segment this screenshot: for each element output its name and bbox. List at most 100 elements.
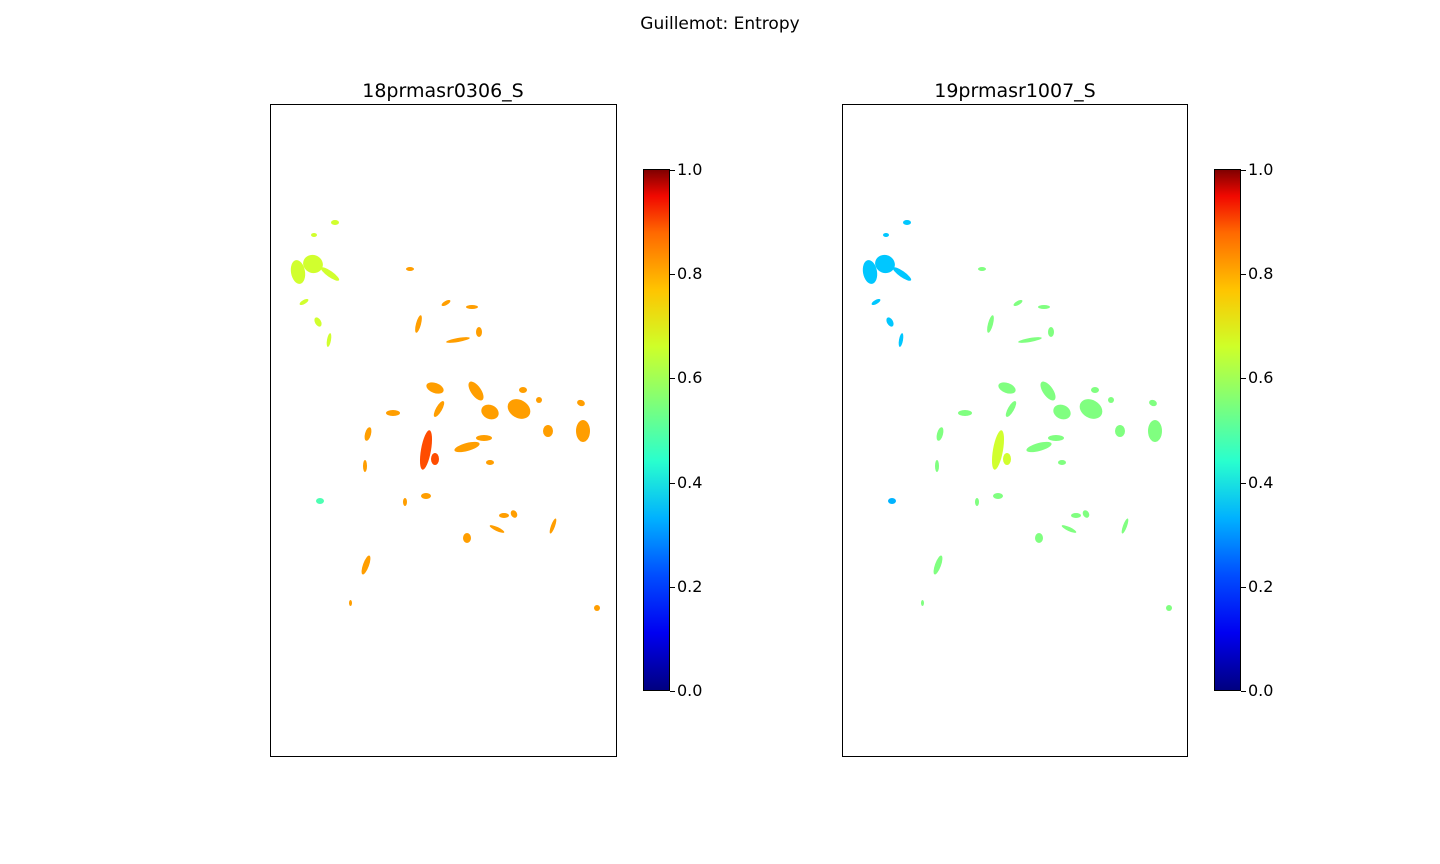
heatmap-patch — [486, 460, 494, 465]
heatmap-patch — [1166, 605, 1172, 611]
heatmap-patch — [577, 399, 585, 407]
heatmap-patch — [431, 453, 439, 465]
heatmap-patch — [499, 513, 509, 518]
heatmap-patch — [1079, 399, 1103, 419]
heatmap-axes-left — [270, 104, 617, 757]
heatmap-patch — [549, 518, 557, 534]
heatmap-patch — [993, 493, 1003, 499]
panel-title-left: 18prmasr0306_S — [362, 80, 524, 102]
colorbar-tick — [670, 691, 675, 692]
colorbar-tick-label: 0.0 — [1248, 681, 1274, 700]
colorbar-tick-label: 0.4 — [1248, 472, 1274, 492]
colorbar-tick-label: 0.8 — [1248, 264, 1274, 284]
heatmap-patch — [998, 382, 1016, 394]
heatmap-patch — [446, 337, 470, 343]
colorbar-tick-label: 0.8 — [677, 264, 703, 284]
heatmap-patch — [1115, 425, 1125, 437]
colorbar-tick-label: 0.0 — [677, 681, 703, 700]
heatmap-patch — [991, 430, 1005, 470]
colorbar-tick — [670, 482, 675, 484]
colorbar-tick-label: 1.0 — [1248, 160, 1274, 179]
colorbar-right — [1214, 169, 1241, 691]
heatmap-patch — [888, 498, 896, 504]
heatmap-patch — [1013, 299, 1023, 307]
heatmap-patch — [303, 254, 323, 274]
colorbar-tick-label: 1.0 — [677, 160, 703, 179]
heatmap-patch — [1091, 387, 1099, 393]
heatmap-patch — [958, 410, 972, 416]
colorbar-tick — [670, 170, 675, 171]
heatmap-patch — [299, 298, 309, 306]
heatmap-patch — [536, 397, 542, 403]
heatmap-patch — [320, 267, 340, 281]
heatmap-patch — [975, 498, 979, 506]
heatmap-patch — [1149, 399, 1157, 407]
heatmap-patch — [892, 267, 912, 281]
heatmap-patch — [331, 220, 339, 225]
heatmap-patch — [314, 317, 322, 327]
colorbar-tick — [1241, 482, 1246, 484]
heatmap-patch — [1121, 518, 1129, 534]
heatmap-patch — [311, 233, 317, 237]
heatmap-patch — [476, 435, 492, 441]
heatmap-patch — [290, 260, 306, 284]
heatmap-patch — [466, 305, 478, 309]
heatmap-patch — [862, 260, 878, 284]
heatmap-patch — [441, 299, 451, 307]
heatmap-patch — [1026, 441, 1052, 453]
heatmap-patch — [921, 600, 924, 606]
heatmap-patch — [1058, 460, 1066, 465]
heatmap-patch — [489, 525, 505, 533]
heatmap-patch — [363, 460, 367, 472]
heatmap-patch — [361, 555, 371, 575]
heatmap-patch — [987, 315, 994, 333]
heatmap-patch — [875, 254, 895, 274]
colorbar-tick — [1241, 274, 1246, 276]
heatmap-patch — [426, 382, 444, 394]
colorbar-tick — [670, 274, 675, 276]
colorbar-tick — [670, 586, 675, 588]
heatmap-patch — [1148, 420, 1162, 442]
colorbar-tick-label: 0.6 — [1248, 368, 1274, 388]
heatmap-patch — [871, 298, 881, 306]
colorbar-left — [643, 169, 670, 691]
colorbar-tick-label: 0.6 — [677, 368, 703, 388]
heatmap-patch — [364, 427, 372, 441]
colorbar-tick-label: 0.2 — [1248, 576, 1274, 596]
colorbar-tick — [1241, 170, 1246, 171]
heatmap-patch — [1003, 453, 1011, 465]
heatmap-patch — [421, 493, 431, 499]
heatmap-patch — [543, 425, 553, 437]
heatmap-patch — [933, 555, 943, 575]
heatmap-patch — [510, 510, 518, 518]
colorbar-tick — [1241, 691, 1246, 692]
heatmap-patch — [454, 441, 480, 453]
heatmap-patch — [1048, 327, 1054, 337]
heatmap-patch — [1082, 510, 1090, 518]
heatmap-patch — [1038, 305, 1050, 309]
heatmap-patch — [883, 233, 889, 237]
heatmap-patch — [1005, 401, 1017, 417]
heatmap-patch — [386, 410, 400, 416]
heatmap-patch — [403, 498, 407, 506]
colorbar-tick — [1241, 586, 1246, 588]
heatmap-patch — [468, 381, 484, 401]
colorbar-tick — [670, 378, 675, 380]
heatmap-patch — [476, 327, 482, 337]
panel-title-right: 19prmasr1007_S — [934, 80, 1096, 102]
heatmap-patch — [349, 600, 352, 606]
heatmap-patch — [1035, 533, 1043, 543]
colorbar-tick — [1241, 378, 1246, 380]
heatmap-patch — [1040, 381, 1056, 401]
heatmap-patch — [507, 399, 531, 419]
heatmap-axes-right — [842, 104, 1188, 757]
heatmap-patch — [326, 333, 332, 347]
heatmap-patch — [406, 267, 414, 271]
heatmap-patch — [316, 498, 324, 504]
figure-suptitle: Guillemot: Entropy — [640, 14, 800, 34]
heatmap-patch — [481, 404, 499, 420]
heatmap-plot-right — [862, 220, 1172, 611]
heatmap-patch — [433, 401, 445, 417]
heatmap-patch — [1053, 404, 1071, 420]
heatmap-patch — [576, 420, 590, 442]
